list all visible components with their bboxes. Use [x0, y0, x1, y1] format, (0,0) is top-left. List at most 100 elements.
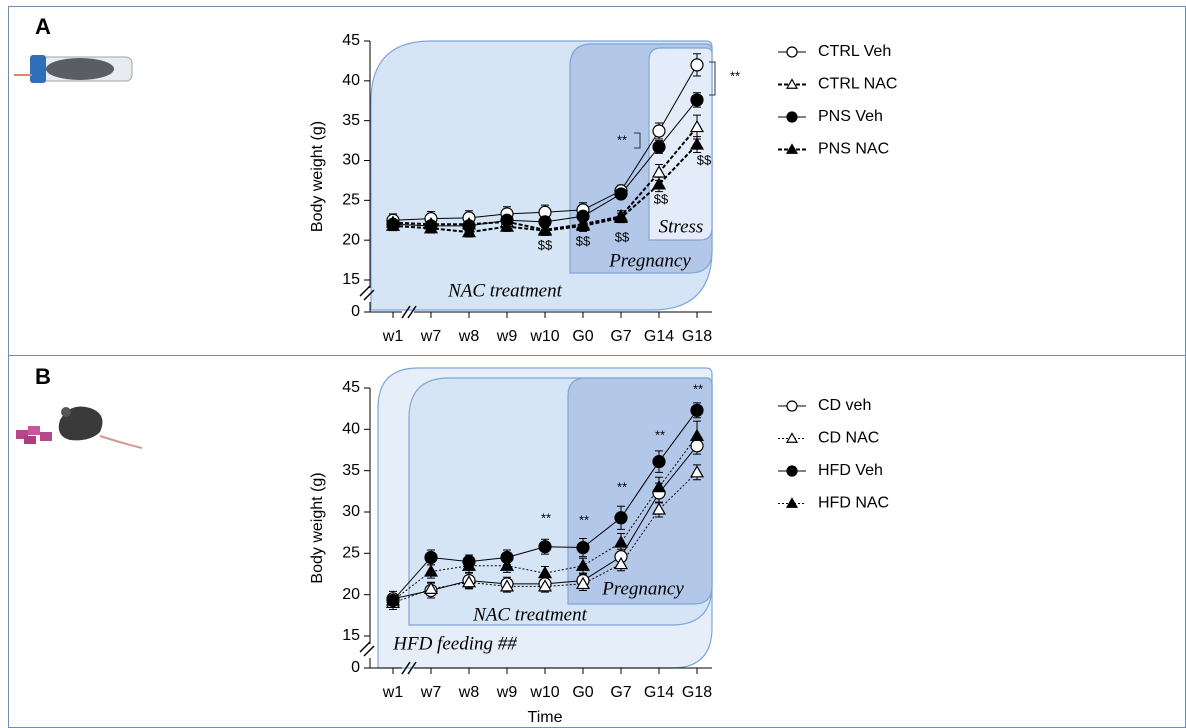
- x-tick-label: w10: [529, 684, 559, 701]
- marker: [537, 579, 553, 592]
- y-tick-label: 40: [342, 421, 360, 438]
- y-tick-label: 15: [342, 627, 360, 644]
- y-tick-label: 35: [342, 462, 360, 479]
- marker: [689, 465, 705, 478]
- marker: [423, 581, 439, 594]
- legend-marker: [786, 111, 798, 123]
- significance-bracket: [709, 61, 716, 96]
- y-axis-title: Body weight (g): [309, 472, 326, 583]
- region-label: Pregnancy: [601, 578, 684, 599]
- marker: [689, 119, 705, 133]
- marker: [461, 575, 477, 588]
- marker: [689, 137, 705, 150]
- marker: [652, 454, 666, 469]
- x-tick-label: w8: [458, 328, 480, 345]
- marker: [651, 502, 667, 515]
- region-label: NAC treatment: [472, 604, 588, 625]
- legend-label: HFD NAC: [818, 495, 889, 512]
- y-tick-label: 0: [351, 303, 360, 320]
- marker: [499, 579, 515, 592]
- x-tick-label: G14: [644, 684, 674, 701]
- region-label: Pregnancy: [608, 250, 691, 271]
- region-label: NAC treatment: [447, 280, 563, 301]
- marker: [651, 165, 667, 178]
- legend-entry: HFD NAC: [778, 495, 889, 512]
- legend-marker: [785, 143, 799, 154]
- significance-bracket: [634, 132, 641, 149]
- axis-break: [401, 661, 411, 675]
- shaded-region: [567, 377, 713, 605]
- x-tick-label: w8: [458, 684, 480, 701]
- marker: [652, 140, 666, 154]
- marker: [499, 558, 515, 571]
- annotation: $$: [697, 152, 712, 167]
- ear: [61, 407, 71, 417]
- y-tick-label: 20: [342, 586, 360, 603]
- marker: [575, 558, 591, 571]
- annotation: $$: [654, 191, 669, 206]
- annotation: **: [693, 381, 703, 396]
- chart: HFD feeding ## NAC treatment Pregnancy B Bod…: [35, 364, 889, 726]
- x-tick-label: w1: [382, 684, 404, 701]
- marker: [385, 218, 401, 231]
- marker: [613, 556, 629, 570]
- legend-marker: [786, 465, 798, 477]
- axis-break: [401, 305, 411, 319]
- y-tick-label: 40: [342, 72, 360, 89]
- axis-break: [407, 661, 417, 675]
- legend-entry: CTRL Veh: [778, 43, 891, 60]
- marker: [461, 224, 477, 238]
- marker: [538, 540, 552, 554]
- pellet: [16, 430, 28, 439]
- x-tick-label: w7: [420, 328, 442, 345]
- marker: [614, 187, 628, 201]
- x-axis-title: Time: [528, 709, 563, 726]
- y-tick-label: 30: [342, 152, 360, 169]
- marker: [690, 439, 704, 453]
- legend-entry: HFD Veh: [778, 462, 883, 479]
- annotation: **: [579, 512, 589, 527]
- panel-label: B: [35, 364, 51, 389]
- marker: [575, 218, 591, 231]
- pellet: [28, 426, 40, 435]
- marker: [614, 511, 628, 525]
- legend-label: CD NAC: [818, 430, 879, 447]
- marker: [423, 221, 439, 234]
- marker: [690, 93, 704, 107]
- marker: [689, 428, 705, 442]
- axis-break: [363, 289, 375, 301]
- marker: [537, 223, 553, 236]
- marker: [575, 576, 591, 590]
- legend-marker: [786, 46, 798, 58]
- y-tick-label: 35: [342, 112, 360, 129]
- x-tick-label: G0: [572, 328, 593, 345]
- legend-entry: CD veh: [778, 397, 871, 414]
- region-label: HFD feeding ##: [392, 633, 517, 654]
- legend-entry: CD NAC: [778, 430, 879, 447]
- annotation: **: [730, 68, 740, 83]
- y-axis-title: Body weight (g): [309, 121, 326, 232]
- x-tick-label: w9: [496, 328, 518, 345]
- legend-label: HFD Veh: [818, 462, 883, 479]
- panel-label: A: [35, 14, 51, 39]
- axis-break: [359, 285, 371, 297]
- legend-entry: CTRL NAC: [778, 76, 897, 93]
- tail: [99, 435, 143, 449]
- legend-marker: [785, 497, 799, 508]
- annotation: $$: [615, 229, 630, 244]
- x-tick-label: G7: [610, 684, 631, 701]
- legend-label: PNS Veh: [818, 108, 883, 125]
- y-tick-label: 15: [342, 271, 360, 288]
- marker: [613, 535, 629, 548]
- marker: [651, 177, 667, 190]
- x-tick-label: w9: [496, 684, 518, 701]
- marker: [690, 403, 704, 417]
- marker: [461, 558, 477, 571]
- y-tick-label: 45: [342, 379, 360, 396]
- axis-break: [359, 641, 371, 653]
- legend-entry: PNS Veh: [778, 108, 883, 125]
- chart: NAC treatment Pregnancy Stress A Body weight…: [35, 14, 897, 345]
- marker: [651, 479, 667, 493]
- legend-label: CD veh: [818, 397, 871, 414]
